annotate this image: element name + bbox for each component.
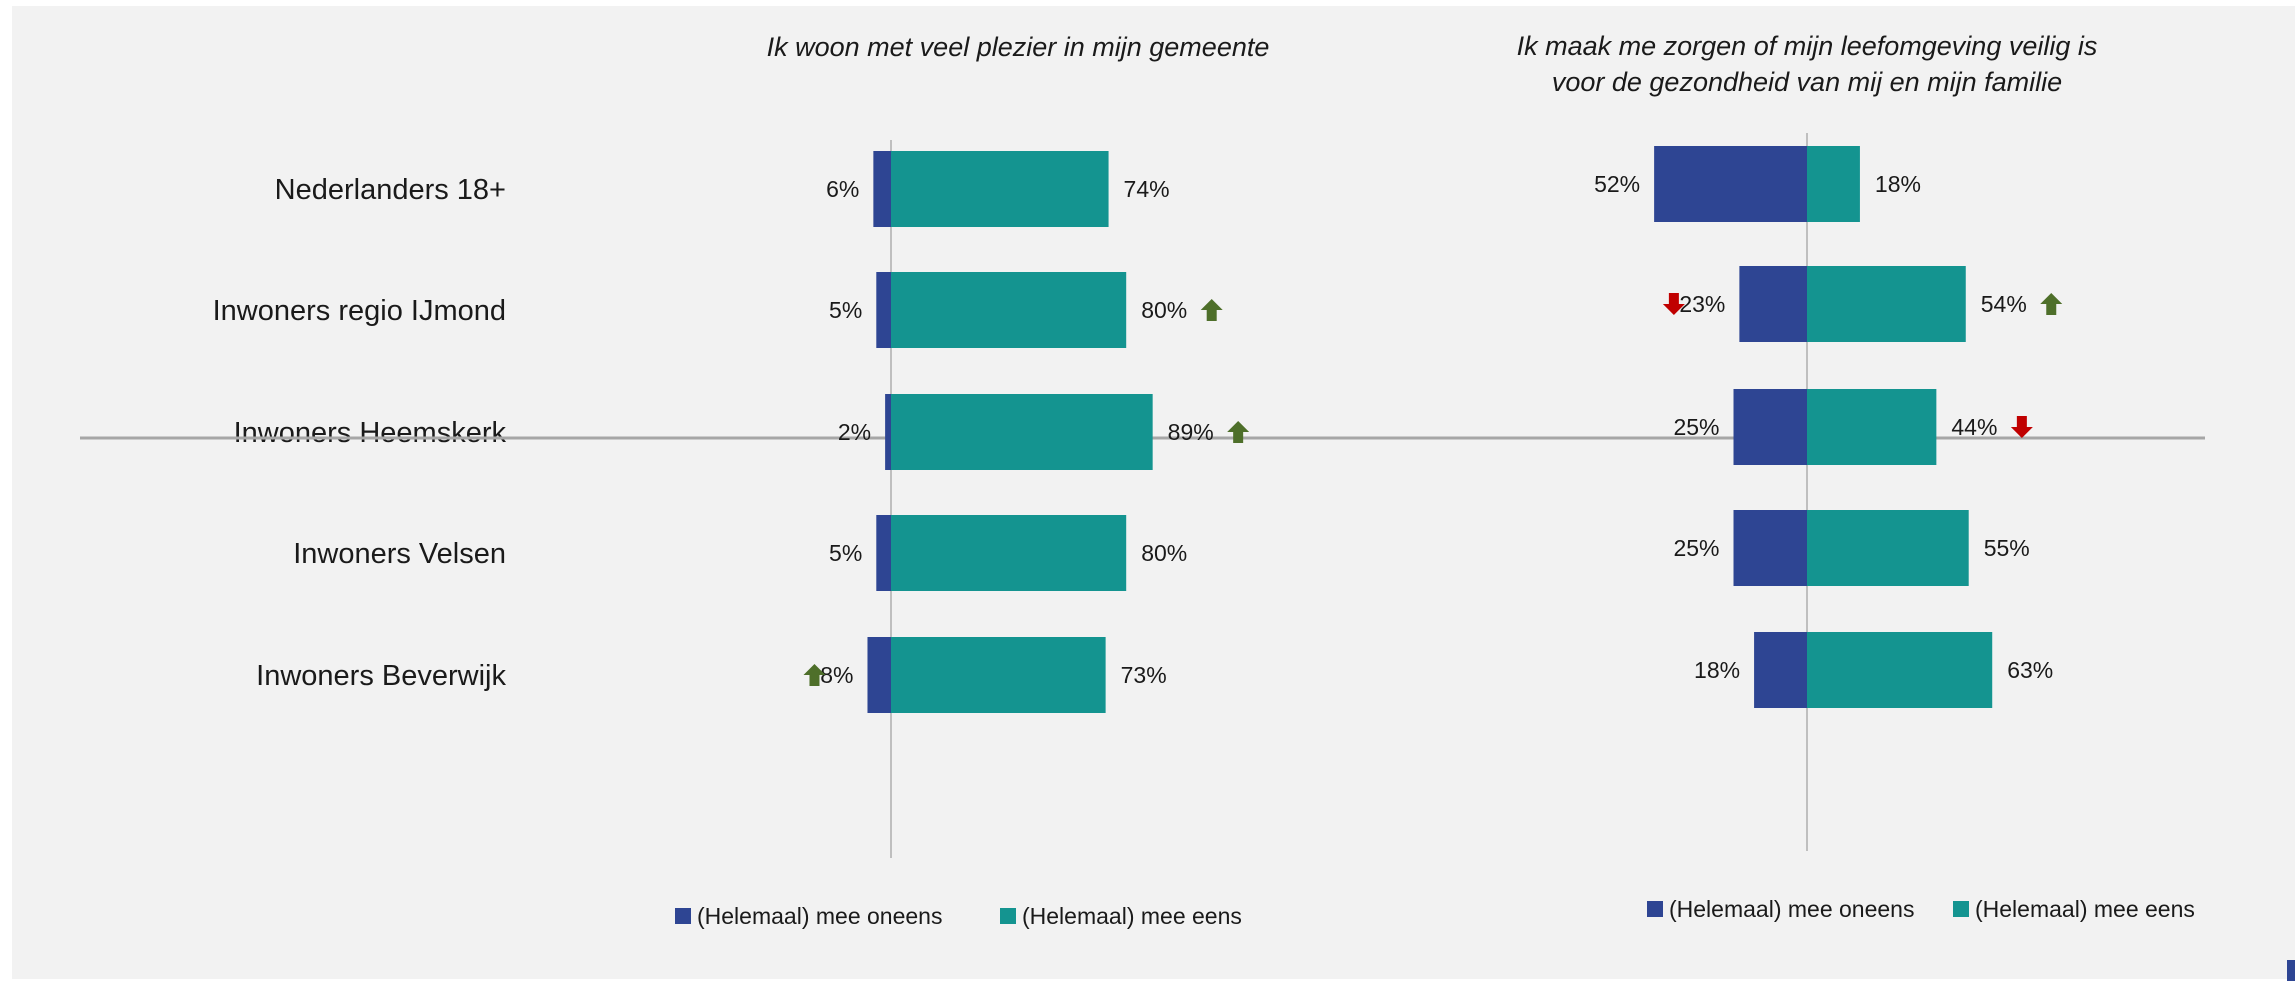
bar-eens [891,637,1106,713]
legend-swatch [1647,901,1663,917]
data-label-eens: 18% [1875,171,1921,197]
category-label: Inwoners Velsen [293,538,506,570]
bar-eens [1807,632,1993,708]
legend-label: (Helemaal) mee oneens [697,903,942,929]
data-label-eens: 63% [2007,657,2053,683]
legend-swatch [1953,901,1969,917]
bar-eens [891,272,1127,348]
legend-label: (Helemaal) mee oneens [1669,896,1914,922]
bar-oneens [885,394,891,470]
data-label-eens: 73% [1121,662,1167,688]
bar-eens [891,394,1153,470]
data-label-oneens: 52% [1594,171,1640,197]
data-label-eens: 54% [1981,291,2027,317]
bar-eens [1807,389,1937,465]
chart-title: Ik woon met veel plezier in mijn gemeent… [767,32,1270,62]
bar-eens [1807,266,1966,342]
bar-oneens [1754,632,1807,708]
chart-1: Ik woon met veel plezier in mijn gemeent… [675,32,1269,929]
arrow-up-icon [1227,421,1250,443]
data-label-eens: 89% [1168,419,1214,445]
data-label-oneens: 25% [1673,535,1719,561]
data-label-oneens: 18% [1694,657,1740,683]
bar-eens [1807,146,1860,222]
chart-title: voor de gezondheid van mij en mijn famil… [1552,67,2062,97]
arrow-up-icon [803,664,826,686]
bar-eens [891,151,1109,227]
category-label: Nederlanders 18+ [275,174,506,206]
legend-swatch [675,908,691,924]
chart-title: Ik maak me zorgen of mijn leefomgeving v… [1517,31,2098,61]
bar-oneens [867,637,891,713]
bar-oneens [876,515,891,591]
legend-label: (Helemaal) mee eens [1022,903,1242,929]
data-label-oneens: 2% [838,419,871,445]
arrow-up-icon [2040,293,2063,315]
data-label-eens: 55% [1984,535,2030,561]
chart-panel [12,6,2295,979]
chart-2: Ik maak me zorgen of mijn leefomgeving v… [1517,31,2195,922]
bar-oneens [873,151,891,227]
data-label-oneens: 25% [1673,414,1719,440]
arrow-up-icon [1200,299,1223,321]
category-label: Inwoners regio IJmond [213,295,506,327]
data-label-oneens: 6% [826,176,859,202]
arrow-down-icon [2010,416,2033,438]
bar-oneens [876,272,891,348]
data-label-eens: 80% [1141,297,1187,323]
data-label-eens: 44% [1951,414,1997,440]
legend-label: (Helemaal) mee eens [1975,896,2195,922]
data-label-oneens: 23% [1679,291,1725,317]
data-label-oneens: 8% [820,662,853,688]
data-label-eens: 80% [1141,540,1187,566]
bar-eens [891,515,1127,591]
arrow-down-icon [1662,293,1685,315]
bar-oneens [1739,266,1807,342]
data-label-eens: 74% [1124,176,1170,202]
corner-marker [2287,960,2295,981]
category-label: Inwoners Heemskerk [234,417,507,449]
bar-oneens [1654,146,1807,222]
category-label: Inwoners Beverwijk [256,660,506,692]
legend-swatch [1000,908,1016,924]
bar-oneens [1733,510,1807,586]
data-label-oneens: 5% [829,297,862,323]
bar-oneens [1733,389,1807,465]
data-label-oneens: 5% [829,540,862,566]
bar-eens [1807,510,1969,586]
